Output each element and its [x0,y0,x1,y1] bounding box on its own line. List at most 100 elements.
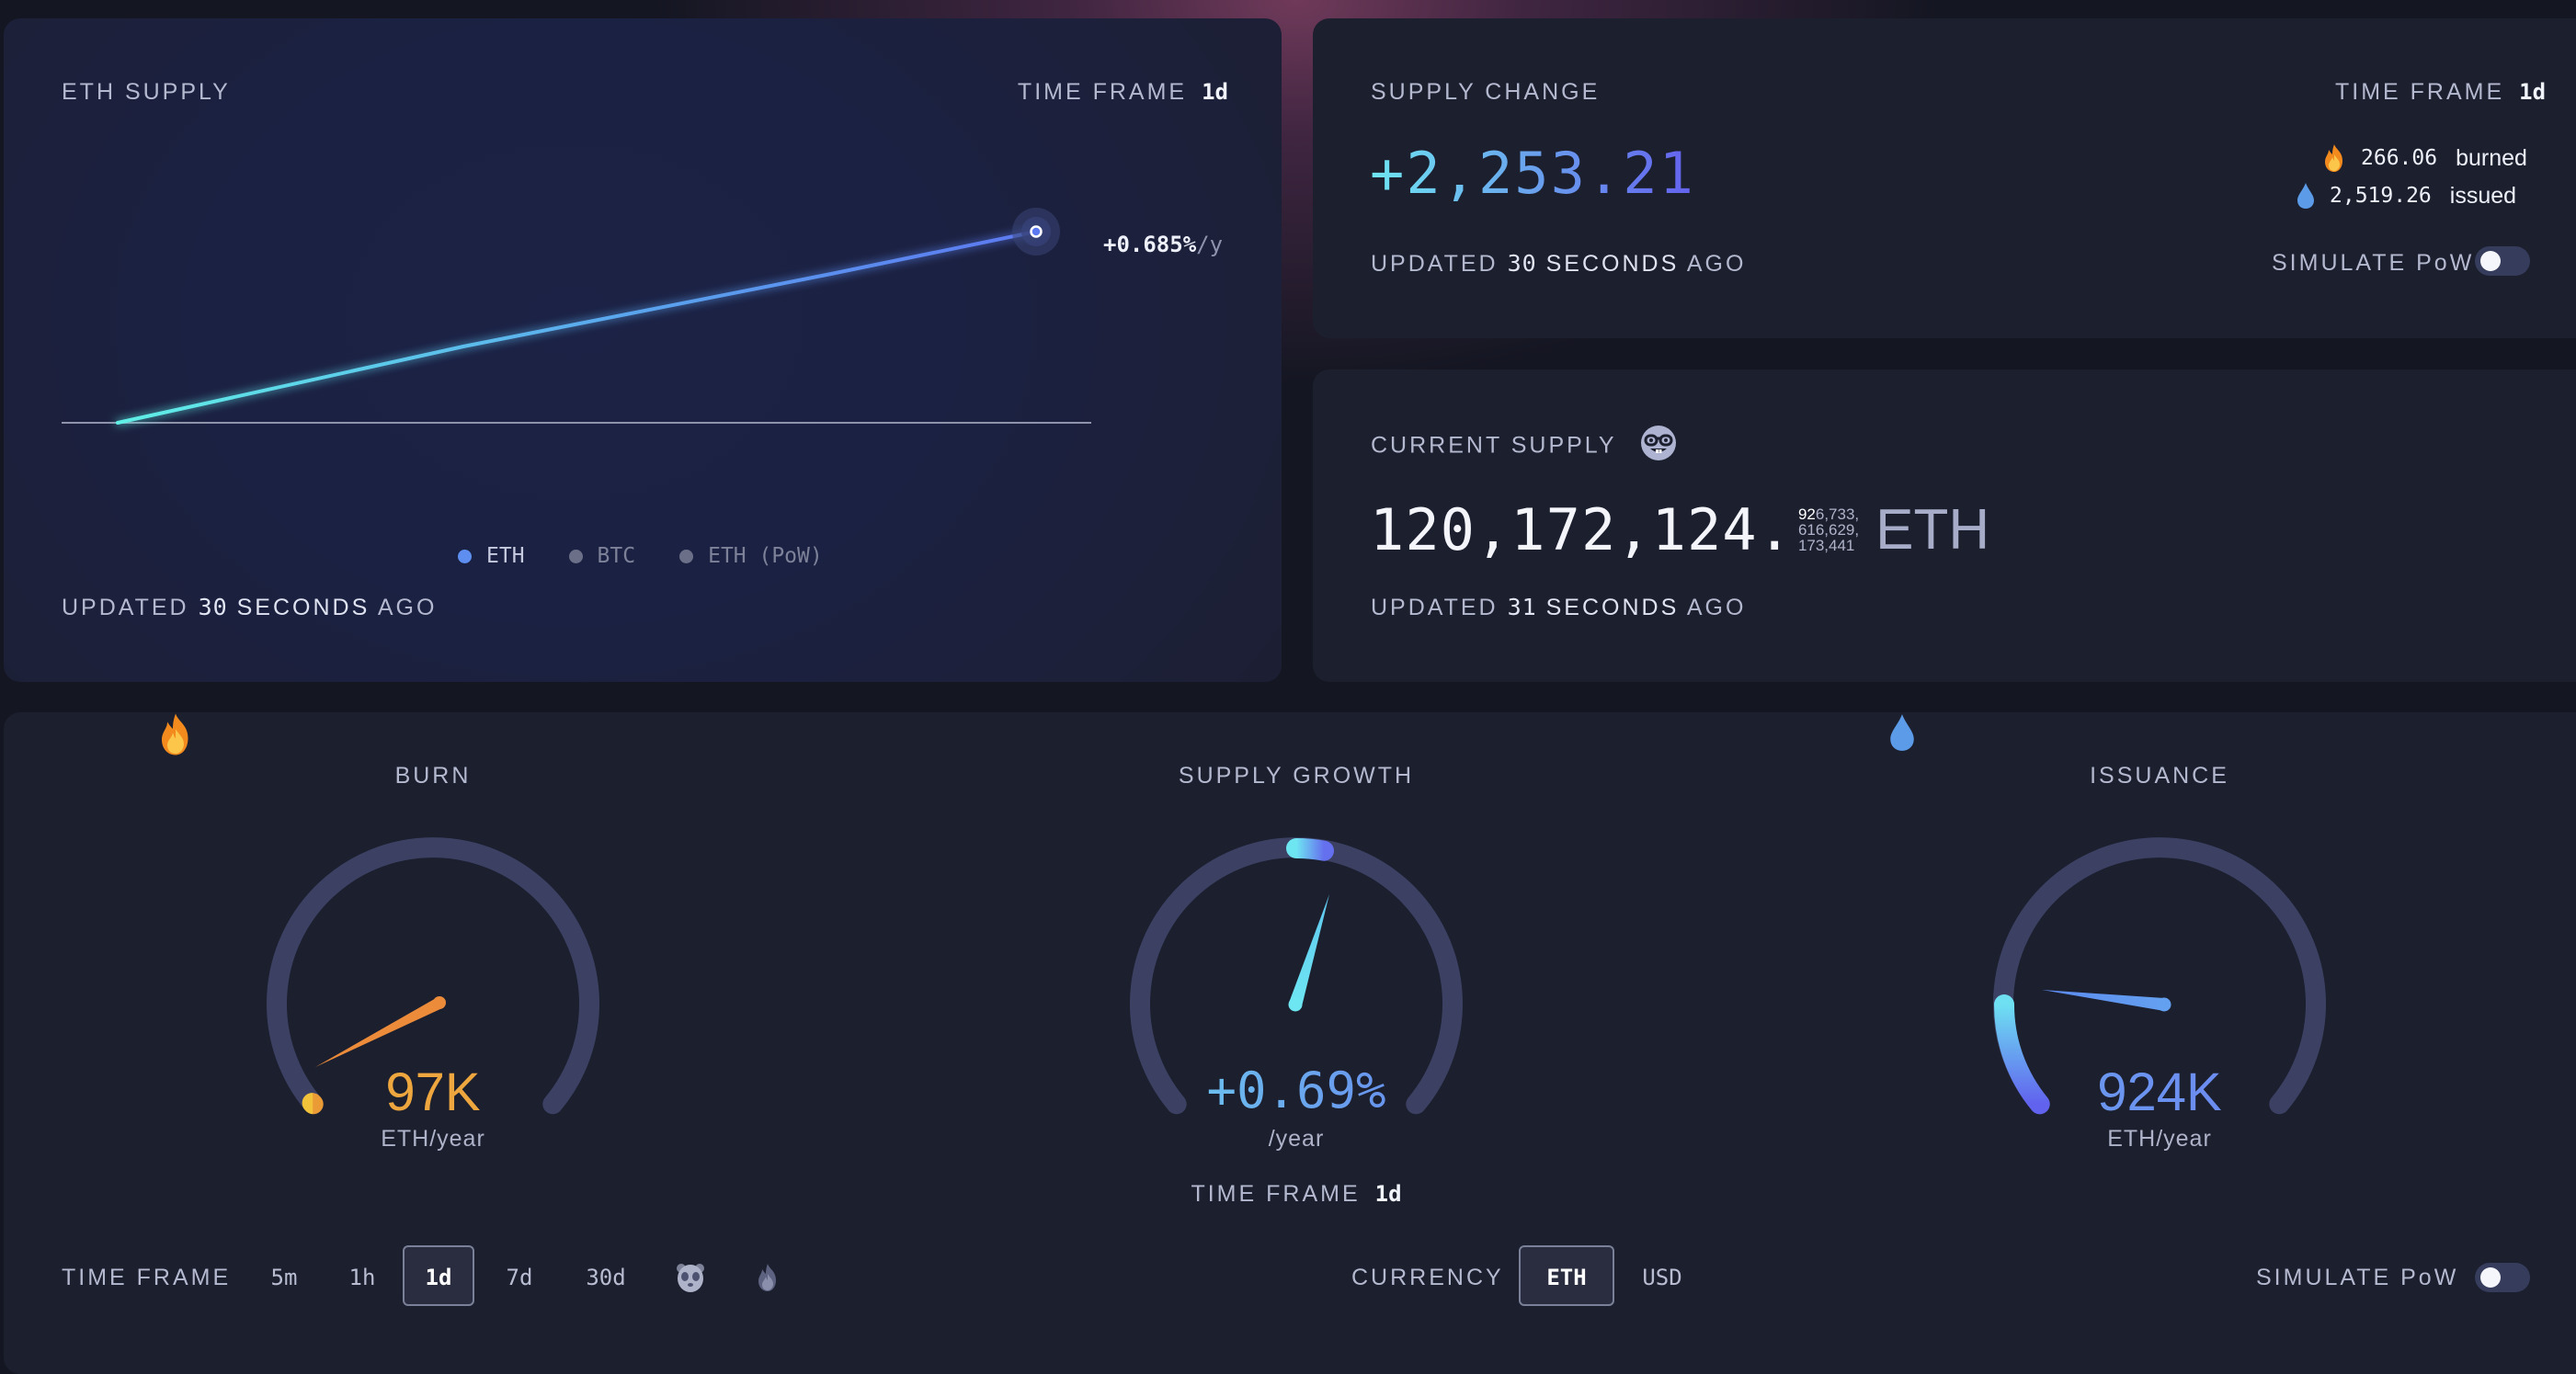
needle-hub [2157,997,2171,1012]
growth-rate-value: +0.685% [1103,232,1197,257]
supply-integer: 120,172,124. [1370,496,1793,563]
time-frame-value: 1d [1374,1181,1402,1207]
eth-supply-panel: ETH SUPPLY TIME FRAME 1d +0.685%/y ETH [4,18,1282,682]
eth-supply-line [116,230,1038,425]
time-frame-5m[interactable]: 5m [270,1265,298,1290]
toggle-knob [2480,1267,2501,1288]
fire-icon [162,713,188,755]
current-supply-title-row: CURRENT SUPPLY [1371,426,1677,461]
updated-status: UPDATED 31 SECONDS AGO [1371,594,1746,621]
burn-gauge-title: BURN [394,763,472,789]
legend-item-eth[interactable]: ETH [458,544,525,568]
legend-dot-icon [679,549,694,563]
current-supply-title: CURRENT SUPPLY [1371,432,1617,459]
fire-icon [2325,144,2342,172]
updated-status: UPDATED 30 SECONDS AGO [1371,250,1746,278]
updated-unit: SECONDS [1545,595,1680,620]
updated-seconds: 30 [1507,250,1537,277]
supply-growth-gauge-title: SUPPLY GROWTH [1178,763,1415,789]
needle-hub [1288,997,1303,1012]
time-frame-value: 1d [1202,79,1228,105]
chart-legend: ETH BTC ETH (PoW) [458,544,823,568]
legend-item-eth-pow[interactable]: ETH (PoW) [679,544,823,568]
burn-gauge-dial [267,837,599,1115]
legend-label: ETH (PoW) [708,544,823,568]
legend-label: ETH [486,544,525,568]
burned-row: 266.06 burned [2320,143,2527,173]
updated-status: UPDATED 30 SECONDS AGO [62,594,437,621]
time-frame-1h[interactable]: 1h [348,1265,376,1290]
issued-row: 2,519.26 issued [2295,182,2516,210]
supply-line-chart [62,208,1091,425]
supply-unit: ETH [1875,498,1990,562]
supply-change-panel: SUPPLY CHANGE TIME FRAME 1d +2,253.21 266… [1313,18,2576,338]
gauges-panel: BURN 97K ETH/year SUPPLY GROWTH [4,712,2576,1374]
eth-supply-title: ETH SUPPLY [62,79,231,105]
supply-change-value: +2,253.21 [1370,140,1695,207]
issuance-gauge-dial [1993,837,2326,1115]
issuance-gauge: ISSUANCE 924K ETH/year [1890,712,2417,1356]
updated-prefix: UPDATED [1371,595,1499,620]
time-frame-label: TIME FRAME [2335,79,2505,105]
time-frame-value: 1d [2519,79,2547,105]
burned-label: burned [2456,144,2527,171]
supply-decimals-line3: 173,441 [1797,537,1855,554]
droplet-icon [1890,714,1914,751]
currency-label: CURRENCY [1351,1265,1504,1290]
gauge-fill [1286,838,1334,861]
endpoint-marker[interactable] [1030,225,1043,238]
issuance-gauge-title: ISSUANCE [2090,763,2229,789]
nerd-face-icon[interactable] [1640,425,1677,461]
updated-suffix: AGO [1686,251,1747,277]
growth-rate-unit: /y [1196,232,1224,257]
supply-decimals-line2: 616,629, [1797,521,1860,539]
time-frame-indicator: TIME FRAME 1d [2335,79,2546,106]
issuance-unit: ETH/year [2107,1126,2212,1152]
currency-eth[interactable]: ETH [1519,1245,1614,1306]
supply-growth-value: +0.69% [1039,1062,1554,1119]
burned-value: 266.06 [2361,146,2438,170]
issuance-value: 924K [1902,1062,2417,1123]
time-frame-label: TIME FRAME [1017,79,1188,105]
supply-growth-time-frame: TIME FRAME 1d [1039,1181,1554,1208]
updated-unit: SECONDS [1545,251,1680,277]
supply-growth-gauge: SUPPLY GROWTH +0.69% /year TIME FRAME 1d [1039,712,1554,1356]
issued-value: 2,519.26 [2330,184,2432,208]
time-frame-30d[interactable]: 30d [586,1265,626,1290]
panda-icon[interactable] [675,1261,706,1294]
burn-unit: ETH/year [381,1126,485,1152]
updated-seconds: 31 [1507,594,1537,620]
time-frame-label: TIME FRAME [62,1265,232,1290]
time-frame-7d[interactable]: 7d [506,1265,533,1290]
updated-suffix: AGO [1686,595,1747,620]
droplet-icon [2297,183,2314,209]
updated-prefix: UPDATED [1371,251,1499,277]
gauge-fill [1993,994,2050,1115]
flame-outline-icon[interactable] [754,1261,781,1294]
toggle-knob [2480,251,2501,271]
gauge-needle [315,997,442,1067]
supply-decimals-line1: 6,733, [1815,505,1860,523]
updated-suffix: AGO [377,595,438,620]
needle-hub [433,996,446,1009]
updated-prefix: UPDATED [62,595,189,620]
burn-gauge: BURN 97K ETH/year [162,712,690,1356]
simulate-pow-label: SIMULATE PoW [2256,1265,2459,1290]
supply-growth-unit: /year [1268,1126,1325,1152]
time-frame-indicator: TIME FRAME 1d [1018,79,1228,106]
updated-seconds: 30 [198,594,228,620]
time-frame-1d[interactable]: 1d [403,1245,474,1306]
supply-growth-gauge-dial [1130,837,1463,1115]
supply-decimals-highlight: 92 [1797,505,1816,523]
issued-label: issued [2449,182,2517,209]
supply-decimals: 926,733, 616,629, 173,441 [1798,506,1859,553]
current-supply-panel: CURRENT SUPPLY 120,172,124. 926,733, 616… [1313,369,2576,682]
simulate-pow-toggle[interactable] [2475,1263,2530,1292]
legend-item-btc[interactable]: BTC [568,544,635,568]
simulate-pow-toggle[interactable] [2475,246,2530,276]
growth-rate-annotation: +0.685%/y [1103,232,1223,257]
current-supply-value: 120,172,124. 926,733, 616,629, 173,441 E… [1370,496,1989,563]
currency-usd[interactable]: USD [1642,1265,1682,1290]
gauge-needle [2042,990,2164,1011]
gauge-track [267,837,599,1115]
